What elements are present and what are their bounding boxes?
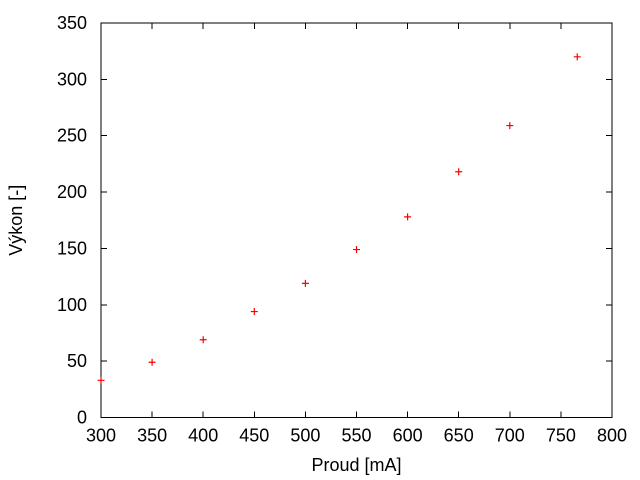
- data-point-marker: [148, 358, 156, 366]
- x-tick-label: 750: [546, 426, 576, 446]
- data-point-marker: [404, 213, 412, 221]
- data-point-marker: [353, 246, 360, 254]
- plot-frame: [100, 22, 613, 418]
- plot-generated-content: 300 350 400 450 500 550 600 650 700 750 800 0 50 100 1…: [57, 13, 627, 446]
- y-tick-label: 200: [57, 182, 87, 202]
- y-tick-label: 50: [67, 351, 87, 371]
- data-point-marker: [506, 122, 514, 130]
- y-axis-title: Výkon [-]: [6, 185, 26, 256]
- x-axis-title: Proud [mA]: [311, 455, 401, 475]
- y-tick-label: 350: [57, 13, 87, 33]
- data-point-marker: [573, 53, 581, 61]
- data-point-marker: [301, 279, 309, 287]
- y-tick-label: 150: [57, 238, 87, 258]
- x-tick-label: 500: [290, 426, 320, 446]
- x-tick-label: 650: [444, 426, 474, 446]
- y-tick-label: 100: [57, 295, 87, 315]
- x-tick-label: 800: [597, 426, 627, 446]
- x-tick-label: 400: [188, 426, 218, 446]
- y-tick-label: 300: [57, 69, 87, 89]
- y-tick-label: 250: [57, 126, 87, 146]
- x-tick-label: 550: [341, 426, 371, 446]
- data-point-marker: [250, 308, 258, 316]
- y-tick-label: 0: [77, 408, 87, 428]
- x-tick-label: 700: [495, 426, 525, 446]
- x-tick-label: 350: [137, 426, 167, 446]
- data-point-marker: [97, 376, 105, 384]
- data-point-marker: [199, 336, 207, 344]
- x-tick-label: 450: [239, 426, 269, 446]
- x-tick-label: 300: [86, 426, 116, 446]
- x-tick-label: 600: [393, 426, 423, 446]
- data-point-marker: [455, 168, 463, 176]
